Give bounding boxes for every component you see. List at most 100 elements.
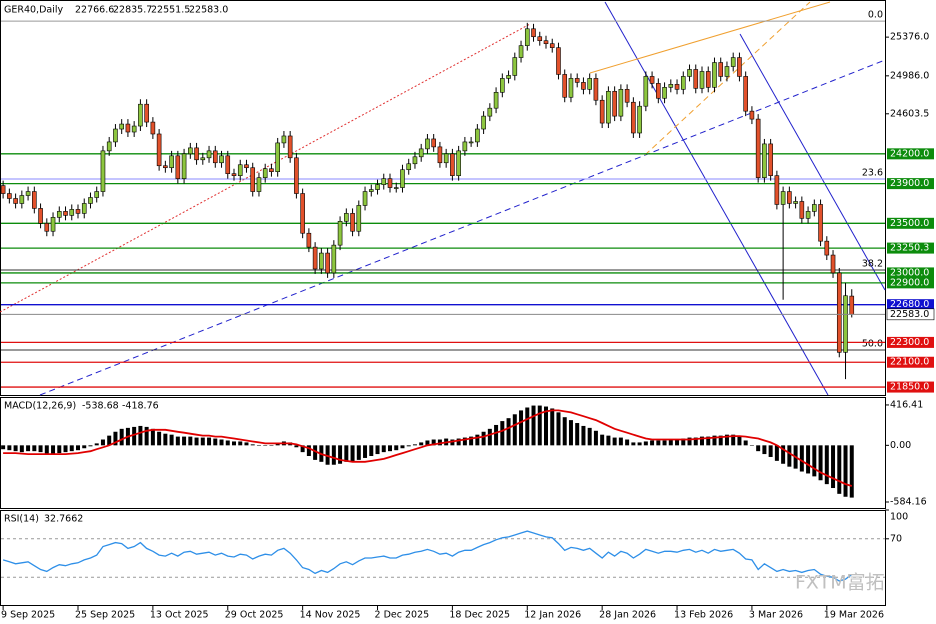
- macd-bar: [481, 431, 486, 446]
- candle-body: [262, 168, 268, 178]
- macd-bar: [207, 437, 212, 446]
- candle-body: [32, 191, 37, 209]
- candle-body: [281, 135, 287, 144]
- macd-bar: [138, 425, 143, 446]
- candle-body: [824, 240, 830, 256]
- candle-body: [50, 217, 56, 232]
- macd-bar: [650, 440, 655, 446]
- macd-tick-label: 416.41: [890, 399, 923, 410]
- x-tick-label: 18 Dec 2025: [449, 610, 510, 621]
- candle-body: [106, 141, 112, 152]
- macd-bar: [587, 427, 592, 446]
- macd-bar: [749, 445, 754, 446]
- candle-body: [0, 185, 6, 194]
- macd-bar: [263, 445, 268, 446]
- macd-bar: [475, 434, 480, 446]
- macd-bar: [756, 445, 761, 452]
- header-open: 22766.6: [75, 5, 114, 16]
- level-box: [887, 148, 934, 160]
- candle-body: [574, 78, 580, 83]
- macd-bar: [718, 435, 723, 446]
- x-tick-label: 19 Mar 2026: [824, 610, 884, 621]
- macd-bar: [344, 445, 349, 462]
- candle-body: [19, 195, 25, 204]
- x-tick-label: 3 Mar 2026: [749, 610, 803, 621]
- channel-line: [739, 33, 886, 291]
- candle-body: [568, 78, 574, 98]
- macd-bar: [537, 405, 542, 446]
- macd-tick-label: 0.00: [890, 440, 911, 451]
- macd-bar: [144, 426, 149, 446]
- macd-bar: [593, 430, 598, 446]
- candle-body: [81, 203, 87, 214]
- macd-bar: [849, 445, 854, 498]
- macd-bar: [157, 431, 162, 446]
- candle-body: [537, 36, 543, 41]
- candle-body: [275, 142, 280, 173]
- macd-bar: [724, 434, 729, 446]
- macd-bar: [1, 445, 6, 450]
- macd-bar: [431, 439, 436, 446]
- candle-body: [475, 128, 480, 143]
- macd-bar: [213, 438, 218, 446]
- macd-bar: [38, 445, 43, 453]
- candle-body: [693, 69, 699, 89]
- macd-bar: [662, 440, 667, 446]
- candle-body: [100, 150, 106, 192]
- level-label: 22100.0: [890, 357, 929, 368]
- candle-body: [587, 78, 592, 90]
- header-low: 22551.5: [151, 5, 190, 16]
- candle-body: [206, 150, 212, 159]
- level-label: 22300.0: [890, 337, 929, 348]
- candle-body: [593, 78, 599, 101]
- macd-bar: [799, 445, 804, 472]
- candle-body: [481, 115, 486, 130]
- price-label: 22583.0: [890, 309, 929, 320]
- fib-label: 50.0: [862, 338, 883, 349]
- candle-body: [181, 153, 187, 179]
- candle-body: [13, 198, 18, 204]
- macd-bar: [26, 445, 31, 452]
- candle-body: [350, 213, 355, 232]
- macd-bar: [375, 445, 380, 455]
- candle-body: [531, 28, 536, 38]
- macd-bar: [419, 442, 424, 446]
- candle-body: [431, 138, 436, 148]
- main-panel: [0, 0, 886, 396]
- trendline: [589, 1, 831, 74]
- macd-bar: [437, 439, 442, 446]
- macd-tick-label: -584.16: [890, 497, 927, 508]
- macd-bar: [544, 406, 548, 446]
- channel-line: [604, 1, 829, 396]
- macd-bar: [188, 436, 193, 446]
- level-label: 23250.3: [890, 243, 929, 254]
- macd-bar: [94, 443, 99, 446]
- macd-bar: [774, 445, 779, 461]
- candle-body: [749, 110, 755, 120]
- fib-label: 0.0: [868, 10, 883, 21]
- macd-bar: [406, 445, 411, 447]
- candle-body: [387, 178, 393, 188]
- y-tick-label: 24986.0: [890, 70, 929, 81]
- macd-bar: [200, 437, 205, 446]
- level-box: [887, 178, 934, 190]
- candle-body: [231, 173, 237, 176]
- macd-bar: [57, 445, 62, 454]
- macd-bar: [163, 433, 168, 446]
- macd-bar: [831, 445, 836, 489]
- candle-body: [705, 71, 711, 88]
- candle-body: [38, 208, 43, 224]
- level-label: 23500.0: [890, 218, 929, 229]
- level-label: 23900.0: [890, 178, 929, 189]
- candle-body: [487, 107, 493, 117]
- candle-body: [306, 232, 312, 248]
- x-tick-label: 13 Oct 2025: [150, 610, 209, 621]
- macd-bar: [119, 428, 124, 446]
- level-box: [887, 242, 934, 254]
- macd-bar: [675, 439, 680, 446]
- macd-bar: [818, 445, 823, 481]
- macd-bar: [44, 445, 49, 455]
- macd-bar: [325, 445, 330, 465]
- candle-body: [506, 75, 511, 79]
